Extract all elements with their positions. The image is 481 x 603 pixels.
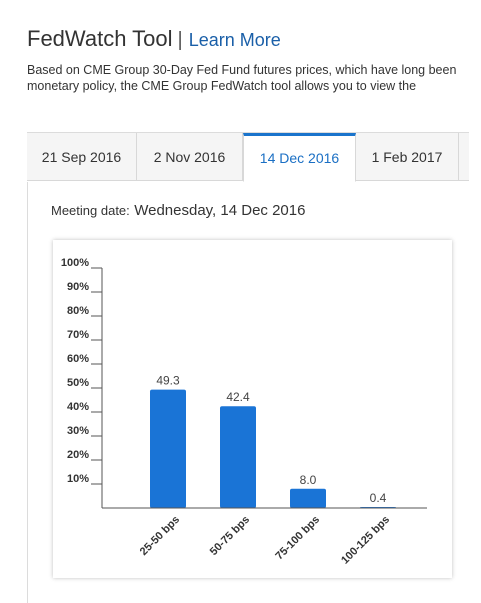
- tab-1-feb-2017[interactable]: 1 Feb 2017: [356, 133, 459, 181]
- page-title: FedWatch Tool: [27, 26, 173, 51]
- tab-next-partial[interactable]: [459, 133, 469, 181]
- bar-50-75-bps[interactable]: [220, 406, 256, 508]
- tab-21-sep-2016[interactable]: 21 Sep 2016: [27, 133, 137, 181]
- x-category-label: 50-75 bps: [208, 514, 252, 558]
- y-tick-label: 50%: [67, 377, 89, 389]
- tab-panel: [27, 182, 470, 603]
- tab-2-nov-2016[interactable]: 2 Nov 2016: [137, 133, 243, 181]
- x-axis: 25-50 bps 50-75 bps 75-100 bps 100-125 bps: [102, 507, 427, 567]
- description-line-2: monetary policy, the CME Group FedWatch …: [27, 79, 417, 93]
- y-axis: 10% 20% 30% 40% 50% 60% 70% 80% 90% 100%: [61, 257, 103, 508]
- y-tick-label: 90%: [67, 281, 89, 293]
- x-category-label: 25-50 bps: [138, 514, 182, 558]
- bar-75-100-bps[interactable]: [290, 488, 326, 508]
- y-tick-label: 80%: [67, 305, 89, 317]
- page-header: FedWatch Tool | Learn More: [27, 26, 281, 52]
- bar-value-label: 0.4: [370, 491, 387, 505]
- x-category-label: 100-125 bps: [339, 514, 392, 567]
- meeting-tabs: 21 Sep 2016 2 Nov 2016 14 Dec 2016 1 Feb…: [27, 132, 469, 183]
- y-tick-label: 10%: [67, 473, 89, 485]
- description-line-1: Based on CME Group 30-Day Fed Fund futur…: [27, 63, 457, 77]
- y-tick-label: 60%: [67, 353, 89, 365]
- bars: 49.3 42.4 8.0 0.4: [150, 374, 396, 508]
- bar-value-label: 42.4: [226, 390, 250, 404]
- bar-value-label: 8.0: [300, 473, 317, 487]
- probability-chart: 10% 20% 30% 40% 50% 60% 70% 80% 90% 100% 49.3 42.4…: [61, 257, 427, 567]
- tab-14-dec-2016[interactable]: 14 Dec 2016: [243, 133, 356, 182]
- meeting-date-value: Wednesday, 14 Dec 2016: [134, 202, 306, 219]
- probability-chart-card: 10% 20% 30% 40% 50% 60% 70% 80% 90% 100% 49.3 42.4…: [53, 240, 452, 578]
- bar-25-50-bps[interactable]: [150, 389, 186, 508]
- meeting-date: Meeting date: Wednesday, 14 Dec 2016: [51, 202, 305, 220]
- y-tick-label: 40%: [67, 401, 89, 413]
- y-tick-label: 30%: [67, 425, 89, 437]
- x-category-label: 75-100 bps: [273, 514, 322, 563]
- y-tick-label: 20%: [67, 449, 89, 461]
- y-tick-label: 100%: [61, 257, 89, 269]
- title-separator: |: [177, 29, 183, 51]
- meeting-date-label: Meeting date:: [51, 203, 130, 218]
- bar-value-label: 49.3: [156, 374, 180, 388]
- description: Based on CME Group 30-Day Fed Fund futur…: [27, 62, 469, 94]
- learn-more-link[interactable]: Learn More: [188, 30, 281, 50]
- y-tick-label: 70%: [67, 329, 89, 341]
